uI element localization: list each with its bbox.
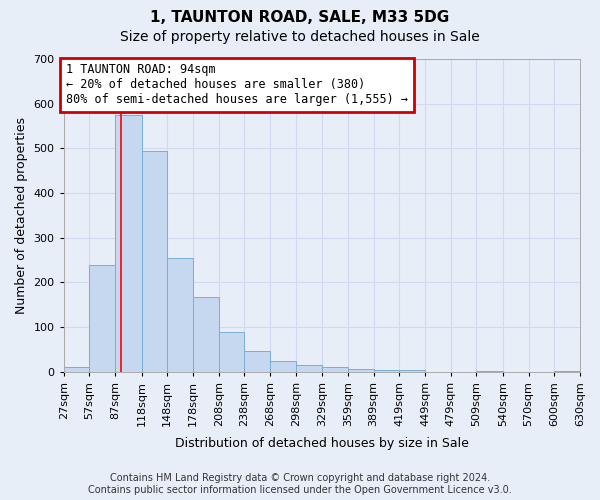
Bar <box>244 350 270 372</box>
Bar <box>64 368 89 372</box>
Bar <box>296 365 322 372</box>
Bar <box>218 332 244 372</box>
Text: 1, TAUNTON ROAD, SALE, M33 5DG: 1, TAUNTON ROAD, SALE, M33 5DG <box>151 10 449 25</box>
Bar <box>115 115 142 372</box>
Bar <box>374 370 400 372</box>
Text: Size of property relative to detached houses in Sale: Size of property relative to detached ho… <box>120 30 480 44</box>
X-axis label: Distribution of detached houses by size in Sale: Distribution of detached houses by size … <box>175 437 469 450</box>
Bar <box>348 368 374 372</box>
Bar <box>142 150 167 372</box>
Bar <box>476 371 503 372</box>
Bar <box>400 370 425 372</box>
Bar <box>270 360 296 372</box>
Text: 1 TAUNTON ROAD: 94sqm
← 20% of detached houses are smaller (380)
80% of semi-det: 1 TAUNTON ROAD: 94sqm ← 20% of detached … <box>66 64 408 106</box>
Bar <box>89 264 115 372</box>
Bar <box>193 296 218 372</box>
Y-axis label: Number of detached properties: Number of detached properties <box>15 117 28 314</box>
Bar <box>322 368 348 372</box>
Bar <box>554 371 580 372</box>
Text: Contains HM Land Registry data © Crown copyright and database right 2024.
Contai: Contains HM Land Registry data © Crown c… <box>88 474 512 495</box>
Bar <box>167 258 193 372</box>
